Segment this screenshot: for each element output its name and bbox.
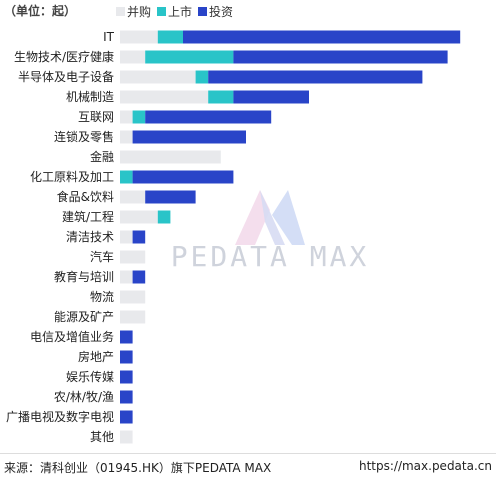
category-label: 其他 xyxy=(90,430,114,444)
bar-segment xyxy=(132,130,246,144)
bar-segment xyxy=(233,50,448,64)
bar-segment xyxy=(120,230,133,244)
bar-segment xyxy=(120,370,133,384)
bar-segment xyxy=(120,70,196,84)
category-label: 教育与培训 xyxy=(54,269,114,284)
legend: 并购 上市 投资 xyxy=(116,3,233,20)
bar-segment xyxy=(120,250,146,264)
bar-segment xyxy=(120,390,133,404)
category-label: 金融 xyxy=(90,149,114,164)
bar-chart: IT 生物技术/医疗健康半导体及电子设备机械制造互联网连锁及零售金融化工原料及加工… xyxy=(6,30,461,444)
bar-segment xyxy=(233,90,309,104)
category-label: 娱乐传媒 xyxy=(66,369,114,384)
bar-segment xyxy=(120,330,133,344)
bar-segment xyxy=(120,290,146,304)
bar-segment xyxy=(145,190,196,204)
bar-segment xyxy=(157,210,171,224)
legend-item-investment: 投资 xyxy=(198,3,233,20)
category-label: 房地产 xyxy=(78,349,114,364)
category-label: 农/林/牧/渔 xyxy=(54,390,114,404)
bar-segment xyxy=(132,230,146,244)
category-label: 汽车 xyxy=(90,249,114,264)
bar-segment xyxy=(145,50,234,64)
bar-segment xyxy=(120,350,133,364)
category-label: 建筑/工程 xyxy=(62,209,114,224)
bar-segment xyxy=(120,30,158,44)
legend-swatch-investment xyxy=(198,7,208,16)
category-label: 互联网 xyxy=(78,110,114,124)
legend-label-mna: 并购 xyxy=(127,5,152,19)
bar-segment xyxy=(120,430,133,444)
bar-segment xyxy=(195,70,209,84)
footer: 来源：清科创业（01945.HK）旗下PEDATA MAX https://ma… xyxy=(0,453,496,477)
category-label: 机械制造 xyxy=(66,89,114,104)
bar-segment xyxy=(120,150,221,164)
bar-segment xyxy=(120,310,146,324)
legend-swatch-mna xyxy=(116,7,125,16)
bar-segment xyxy=(120,110,133,124)
category-label: 连锁及零售 xyxy=(54,129,114,144)
bar-segment xyxy=(157,30,183,44)
legend-label-investment: 投资 xyxy=(209,5,234,19)
bar-segment xyxy=(120,410,133,424)
category-label: 能源及矿产 xyxy=(54,310,114,324)
legend-label-ipo: 上市 xyxy=(168,5,193,19)
category-label: IT xyxy=(103,30,115,44)
legend-item-mna: 并购 xyxy=(116,3,151,20)
category-label: 生物技术/医疗健康 xyxy=(14,49,114,64)
bar-segment xyxy=(120,90,209,104)
bar-segment xyxy=(120,50,146,64)
unit-label: （单位：起） xyxy=(4,4,77,18)
legend-swatch-ipo xyxy=(157,7,167,16)
category-label: 清洁技术 xyxy=(66,230,114,244)
legend-item-ipo: 上市 xyxy=(157,3,192,20)
watermark-logo-icon xyxy=(235,190,305,245)
category-label: 化工原料及加工 xyxy=(30,170,114,184)
bar-segment xyxy=(120,190,146,204)
bar-segment xyxy=(208,70,423,84)
source-url: https://max.pedata.cn xyxy=(358,459,492,473)
bar-segment xyxy=(208,90,234,104)
watermark-text: PEDATA MAX xyxy=(170,240,370,273)
bar-segment xyxy=(120,170,133,184)
category-label: 电信及增值业务 xyxy=(30,329,114,344)
source-text: 来源：清科创业（01945.HK）旗下PEDATA MAX xyxy=(4,461,272,475)
category-label: 半导体及电子设备 xyxy=(18,70,114,84)
bar-segment xyxy=(120,270,133,284)
bar-segment xyxy=(132,110,146,124)
bar-segment xyxy=(132,170,234,184)
category-label: 食品&饮料 xyxy=(57,189,114,204)
bar-segment xyxy=(120,130,133,144)
bar-segment xyxy=(145,110,272,124)
watermark: PEDATA MAX xyxy=(160,170,380,280)
category-label: 物流 xyxy=(90,290,114,304)
category-label: 广播电视及数字电视 xyxy=(6,409,114,424)
bar-segment xyxy=(183,30,461,44)
bar-segment xyxy=(120,210,158,224)
bar-segment xyxy=(132,270,146,284)
